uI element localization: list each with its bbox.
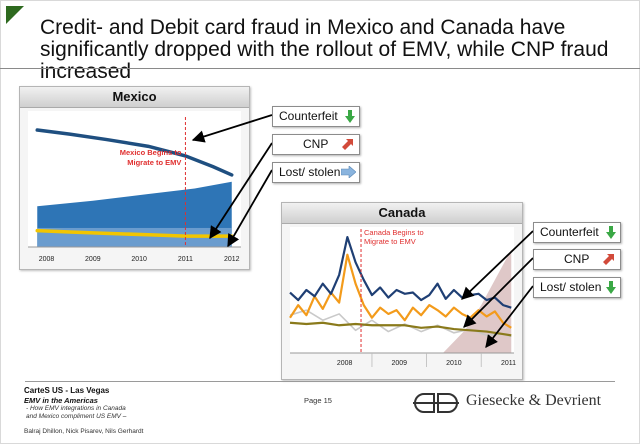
- arrow-down-green-icon: [606, 226, 616, 239]
- callout-label: Counterfeit: [540, 225, 599, 239]
- canada-cnp-callout: CNP: [533, 249, 621, 270]
- x-tick-label: 2010: [446, 360, 462, 367]
- footer-subtitle: EMV in the Americas: [24, 396, 98, 405]
- x-tick-label: 2009: [85, 256, 101, 263]
- company-logo-icon: [413, 393, 459, 413]
- callout-label: Lost/ stolen: [279, 165, 341, 179]
- lost-stolen-line: [289, 321, 512, 337]
- mexico-cnp-callout: CNP: [272, 134, 360, 155]
- x-tick-label: 2011: [178, 256, 193, 263]
- x-tick-label: 2011: [501, 360, 516, 367]
- x-tick-label: 2008: [39, 256, 55, 263]
- arrow-up-red-icon: [603, 254, 614, 265]
- canada-counterfeit-callout: Counterfeit: [533, 222, 621, 243]
- canada-chart-panel: Canada Canada Begins to Migrate to EMV 200…: [281, 202, 523, 380]
- canada-chart-title: Canada: [282, 203, 522, 224]
- x-tick-label: 2012: [224, 256, 240, 263]
- mexico-lost-stolen-callout: Lost/ stolen: [272, 162, 360, 183]
- callout-label: Lost/ stolen: [540, 280, 602, 294]
- slide-title: Credit- and Debit card fraud in Mexico a…: [40, 16, 609, 83]
- emv-annotation: Mexico Begins to: [120, 148, 182, 157]
- canada-lost-stolen-callout: Lost/ stolen: [533, 277, 621, 298]
- emv-annotation: Migrate to EMV: [364, 237, 416, 246]
- x-tick-label: 2008: [337, 360, 353, 367]
- footer-description: - How EMV integrations in Canada and Mex…: [26, 405, 127, 420]
- callout-label: CNP: [303, 137, 329, 151]
- x-tick-label: 2010: [131, 256, 147, 263]
- arrow-down-green-icon: [345, 110, 355, 123]
- arrow-up-red-icon: [342, 139, 353, 150]
- other-line: [289, 309, 512, 338]
- emv-annotation: Migrate to EMV: [127, 158, 181, 167]
- emv-annotation: Canada Begins to: [364, 228, 424, 237]
- title-divider: [0, 68, 640, 69]
- callout-label: Counterfeit: [279, 109, 338, 123]
- page-number: Page 15: [304, 396, 332, 405]
- x-tick-label: 2009: [391, 360, 407, 367]
- callout-label: CNP: [564, 252, 590, 266]
- arrow-right-blue-icon: [341, 166, 356, 178]
- mexico-counterfeit-callout: Counterfeit: [272, 106, 360, 127]
- company-name: Giesecke & Devrient: [466, 392, 602, 409]
- footer-authors: Balraj Dhillon, Nick Pisarev, Nils Gerha…: [24, 428, 144, 435]
- footer-divider: [25, 381, 615, 382]
- mexico-chart-panel: Mexico Mexico Begins to Migrate to EMV 200…: [19, 86, 250, 270]
- arrow-down-green-icon: [606, 281, 616, 294]
- footer-org: CarteS US - Las Vegas: [24, 386, 110, 395]
- mexico-chart-title: Mexico: [20, 87, 249, 108]
